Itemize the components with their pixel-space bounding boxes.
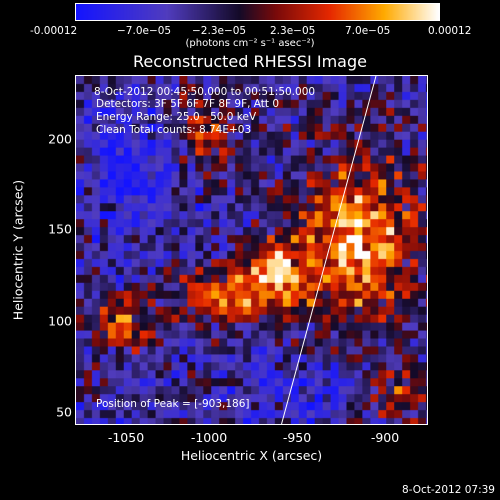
- colorbar-tick: 2.3e−05: [270, 25, 316, 37]
- y-tick-label: 200: [48, 131, 72, 147]
- detectors-text: Detectors: 3F 5F 6F 7F 8F 9F, Att 0: [96, 98, 280, 110]
- y-tick-label: 100: [48, 313, 72, 329]
- x-tick-label: -1050: [107, 430, 145, 445]
- x-tick-label: -950: [282, 430, 312, 445]
- colorbar: [75, 3, 440, 21]
- colorbar-tick: 0.00012: [428, 25, 472, 37]
- image-panel[interactable]: 8-Oct-2012 00:45:50.000 to 00:51:50.000 …: [75, 75, 428, 425]
- peak-position-text: Position of Peak = [-903,186]: [96, 398, 250, 410]
- colorbar-unit: (photons cm⁻² s⁻¹ asec⁻²): [185, 38, 315, 49]
- limb-line: [281, 76, 377, 424]
- colorbar-tick: -0.00012: [30, 25, 78, 37]
- colorbar-tick: −7.0e−05: [117, 25, 172, 37]
- time-range-text: 8-Oct-2012 00:45:50.000 to 00:51:50.000: [94, 86, 316, 98]
- y-tick-label: 50: [56, 404, 72, 420]
- x-axis-label: Heliocentric X (arcsec): [180, 448, 323, 463]
- clean-counts-text: Clean Total counts: 8.74E+03: [96, 124, 252, 136]
- energy-range-text: Energy Range: 25.0 - 50.0 keV: [96, 111, 257, 123]
- colorbar-tick: −2.3e−05: [192, 25, 247, 37]
- y-axis-label: Heliocentric Y (arcsec): [10, 179, 26, 321]
- colorbar-tick: 7.0e−05: [345, 25, 391, 37]
- colorbar-gradient: [76, 4, 439, 20]
- plot-title: Reconstructed RHESSI Image: [133, 52, 367, 71]
- x-tick-label: -1000: [190, 430, 228, 445]
- rhessi-image: [76, 76, 427, 424]
- x-tick-label: -900: [370, 430, 400, 445]
- timestamp: 8-Oct-2012 07:39: [401, 484, 495, 496]
- y-tick-label: 150: [48, 221, 72, 237]
